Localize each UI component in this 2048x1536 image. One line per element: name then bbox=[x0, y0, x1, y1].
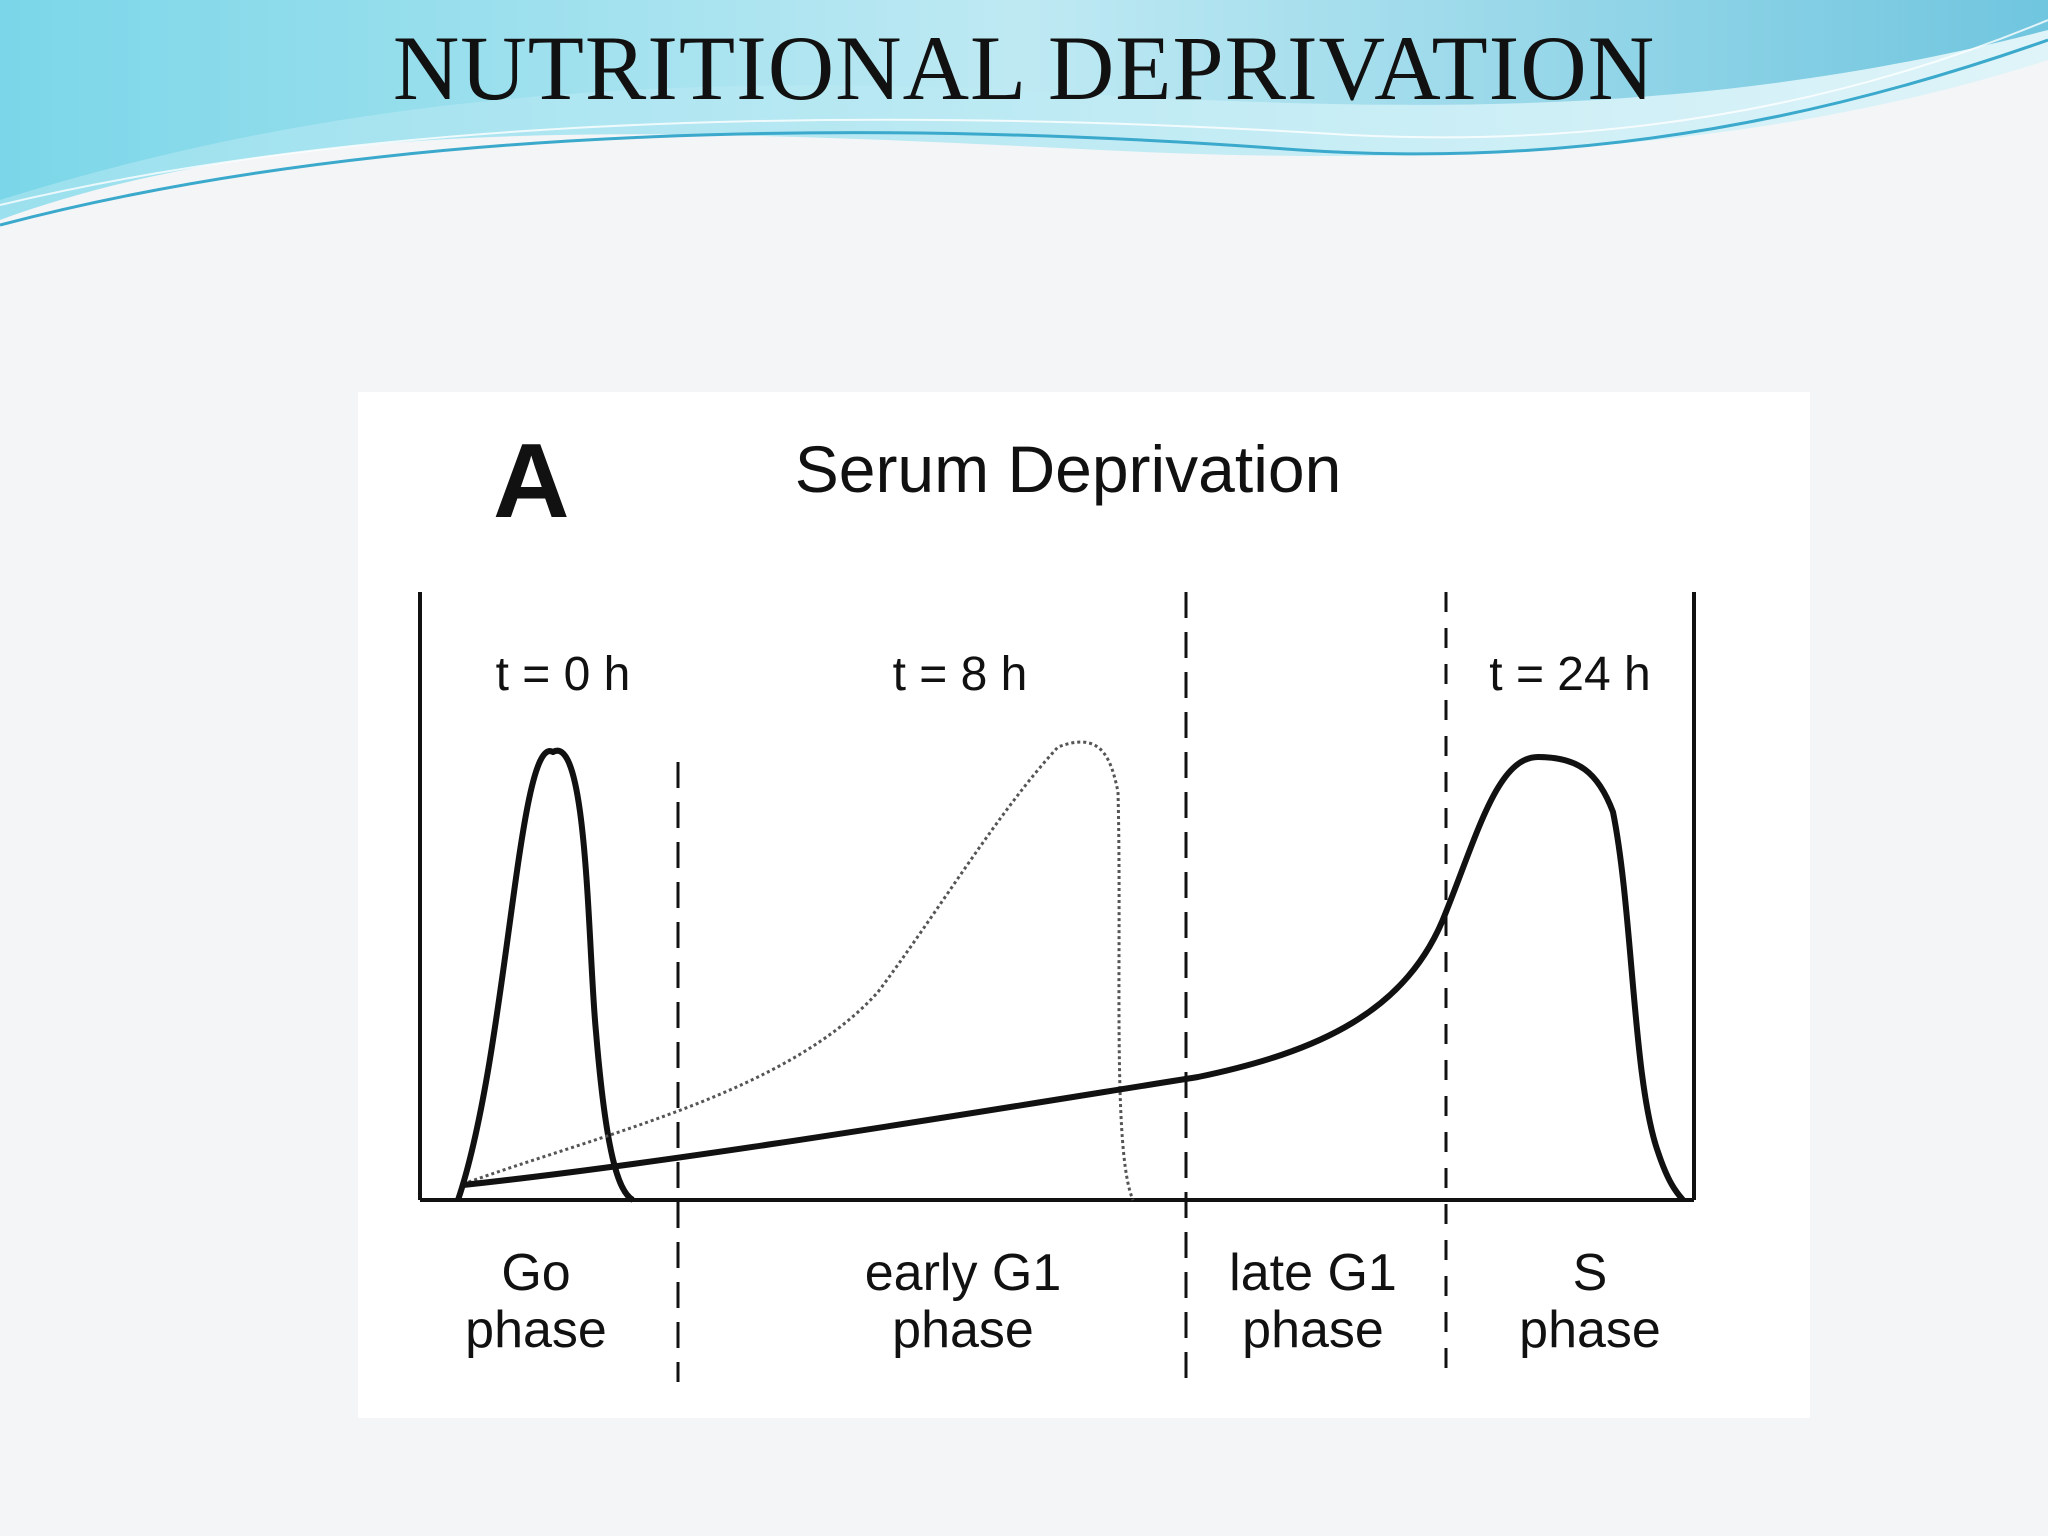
curve-t24h bbox=[462, 754, 1686, 1202]
panel-letter: A bbox=[493, 422, 570, 540]
figure-panel: A Serum Deprivation t = 0 h t = 8 h t = … bbox=[358, 392, 1810, 1418]
slide-title: NUTRITIONAL DEPRIVATION bbox=[392, 17, 1656, 119]
phase-label-early-g1-line1: early G1 bbox=[865, 1244, 1062, 1302]
figure-title: Serum Deprivation bbox=[795, 432, 1342, 506]
phase-label-late-g1-line1: late G1 bbox=[1229, 1244, 1397, 1302]
header-wave-decoration bbox=[0, 0, 2048, 227]
phase-label-s-line2: phase bbox=[1519, 1301, 1661, 1359]
curve-t0h bbox=[455, 747, 635, 1203]
phase-label-go-line1: Go bbox=[501, 1244, 570, 1302]
time-label-t24: t = 24 h bbox=[1489, 648, 1650, 701]
phase-label-early-g1-line2: phase bbox=[892, 1301, 1034, 1359]
time-label-t0: t = 0 h bbox=[496, 648, 631, 701]
serum-deprivation-diagram: A Serum Deprivation t = 0 h t = 8 h t = … bbox=[418, 422, 1696, 1382]
curve-t8h bbox=[462, 740, 1135, 1201]
phase-label-go-line2: phase bbox=[465, 1301, 607, 1359]
time-label-t8: t = 8 h bbox=[893, 648, 1028, 701]
phase-label-late-g1-line2: phase bbox=[1242, 1301, 1384, 1359]
phase-label-s-line1: S bbox=[1573, 1244, 1608, 1302]
